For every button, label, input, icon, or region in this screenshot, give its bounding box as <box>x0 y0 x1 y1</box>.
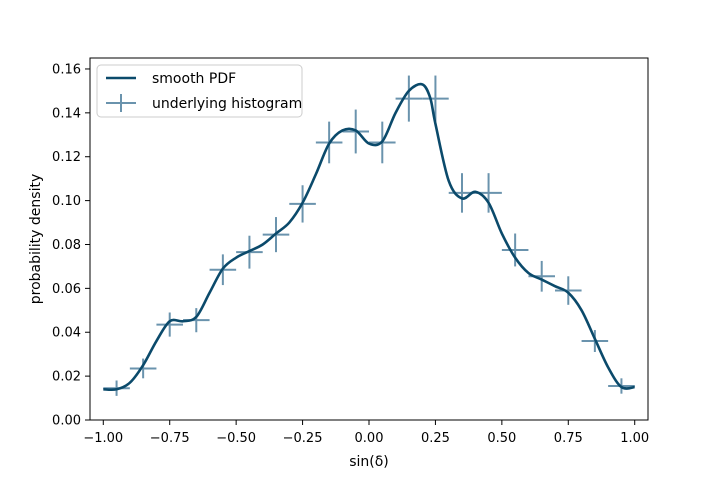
x-tick-label: 0.50 <box>487 431 516 446</box>
histogram-point <box>395 75 423 122</box>
y-tick-label: 0.02 <box>52 370 81 385</box>
histogram-point <box>501 233 529 267</box>
y-tick-label: 0.16 <box>52 62 81 77</box>
x-tick-label: −0.25 <box>283 431 323 446</box>
x-tick-label: −0.75 <box>150 431 190 446</box>
histogram-point <box>156 312 183 337</box>
y-tick-label: 0.06 <box>52 282 81 297</box>
histogram-point <box>555 276 582 305</box>
histogram-point <box>129 358 157 379</box>
legend: smooth PDF underlying histogram <box>96 64 303 118</box>
x-tick-label: 1.00 <box>620 431 649 446</box>
histogram-series <box>103 75 635 396</box>
y-tick-label: 0.04 <box>52 326 81 341</box>
legend-histogram-label: underlying histogram <box>152 96 302 112</box>
y-tick-label: 0.12 <box>52 150 81 165</box>
x-tick-label: −1.00 <box>83 431 123 446</box>
y-tick-label: 0.00 <box>52 414 81 429</box>
y-tick-label: 0.08 <box>52 238 81 253</box>
x-tick-label: −0.50 <box>216 431 256 446</box>
y-tick-label: 0.14 <box>52 106 81 121</box>
legend-box <box>96 64 303 118</box>
x-tick-label: 0.75 <box>554 431 583 446</box>
x-tick-label: 0.25 <box>421 431 450 446</box>
y-axis-label: probability density <box>28 174 44 304</box>
smooth-pdf-line <box>103 82 635 392</box>
y-axis: 0.00 0.02 0.04 0.06 0.08 0.10 0.12 0.14 0.16 <box>52 62 90 429</box>
x-tick-label: 0.00 <box>355 431 384 446</box>
x-axis-label: sin(δ) <box>349 454 389 470</box>
x-axis: −1.00 −0.75 −0.50 −0.25 0.00 0.25 0.50 0.75 1.00 <box>83 420 649 446</box>
y-tick-label: 0.10 <box>52 194 81 209</box>
legend-histogram-swatch <box>106 94 136 112</box>
histogram-point <box>422 75 449 122</box>
legend-smooth-label: smooth PDF <box>152 71 236 87</box>
data-layer <box>103 75 635 396</box>
